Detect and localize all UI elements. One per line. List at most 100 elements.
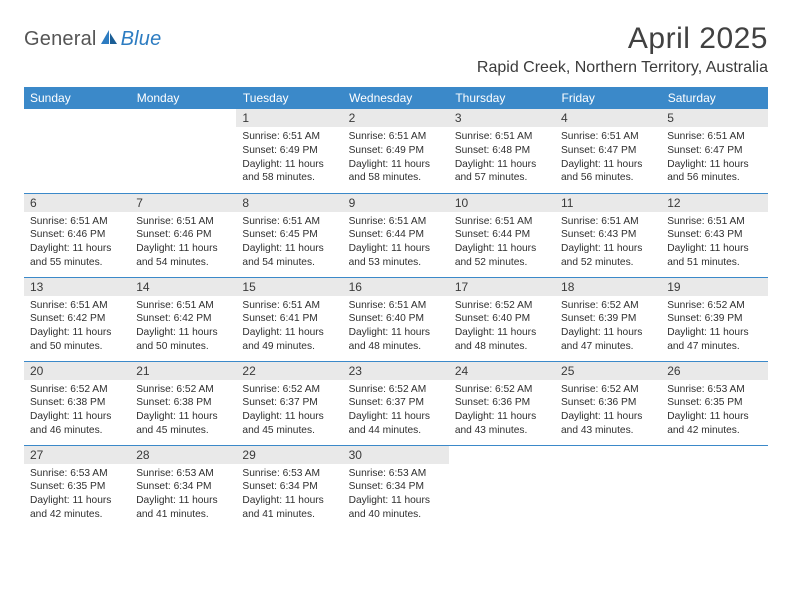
day-details: Sunrise: 6:53 AMSunset: 6:34 PMDaylight:…: [130, 464, 236, 526]
day-number: 22: [236, 362, 342, 380]
calendar-cell: 27Sunrise: 6:53 AMSunset: 6:35 PMDayligh…: [24, 445, 130, 529]
day-details: Sunrise: 6:51 AMSunset: 6:41 PMDaylight:…: [236, 296, 342, 358]
day-number: 21: [130, 362, 236, 380]
calendar-header-row: Sunday Monday Tuesday Wednesday Thursday…: [24, 87, 768, 109]
day-number: 11: [555, 194, 661, 212]
day-number: 10: [449, 194, 555, 212]
calendar-row: 6Sunrise: 6:51 AMSunset: 6:46 PMDaylight…: [24, 193, 768, 277]
day-number: 16: [343, 278, 449, 296]
header: General Blue April 2025 Rapid Creek, Nor…: [24, 22, 768, 77]
day-number: 2: [343, 109, 449, 127]
calendar-row: ..1Sunrise: 6:51 AMSunset: 6:49 PMDaylig…: [24, 109, 768, 193]
day-number: 1: [236, 109, 342, 127]
day-number: 13: [24, 278, 130, 296]
day-number: 17: [449, 278, 555, 296]
col-sunday: Sunday: [24, 87, 130, 109]
day-details: Sunrise: 6:51 AMSunset: 6:45 PMDaylight:…: [236, 212, 342, 274]
day-number: 5: [661, 109, 767, 127]
calendar-cell: 7Sunrise: 6:51 AMSunset: 6:46 PMDaylight…: [130, 193, 236, 277]
day-details: Sunrise: 6:52 AMSunset: 6:40 PMDaylight:…: [449, 296, 555, 358]
day-number: 8: [236, 194, 342, 212]
calendar-cell: 4Sunrise: 6:51 AMSunset: 6:47 PMDaylight…: [555, 109, 661, 193]
calendar-cell: 1Sunrise: 6:51 AMSunset: 6:49 PMDaylight…: [236, 109, 342, 193]
day-details: Sunrise: 6:52 AMSunset: 6:38 PMDaylight:…: [24, 380, 130, 442]
day-details: Sunrise: 6:52 AMSunset: 6:36 PMDaylight:…: [449, 380, 555, 442]
calendar-cell: 30Sunrise: 6:53 AMSunset: 6:34 PMDayligh…: [343, 445, 449, 529]
day-number: 27: [24, 446, 130, 464]
calendar-cell: 2Sunrise: 6:51 AMSunset: 6:49 PMDaylight…: [343, 109, 449, 193]
day-details: Sunrise: 6:53 AMSunset: 6:35 PMDaylight:…: [661, 380, 767, 442]
calendar-cell: 16Sunrise: 6:51 AMSunset: 6:40 PMDayligh…: [343, 277, 449, 361]
calendar-cell: 29Sunrise: 6:53 AMSunset: 6:34 PMDayligh…: [236, 445, 342, 529]
day-number: 24: [449, 362, 555, 380]
day-details: Sunrise: 6:51 AMSunset: 6:44 PMDaylight:…: [449, 212, 555, 274]
calendar-row: 20Sunrise: 6:52 AMSunset: 6:38 PMDayligh…: [24, 361, 768, 445]
calendar-cell: 24Sunrise: 6:52 AMSunset: 6:36 PMDayligh…: [449, 361, 555, 445]
day-details: Sunrise: 6:51 AMSunset: 6:47 PMDaylight:…: [661, 127, 767, 189]
day-details: Sunrise: 6:51 AMSunset: 6:49 PMDaylight:…: [236, 127, 342, 189]
day-details: Sunrise: 6:52 AMSunset: 6:37 PMDaylight:…: [236, 380, 342, 442]
day-details: Sunrise: 6:52 AMSunset: 6:36 PMDaylight:…: [555, 380, 661, 442]
calendar-cell: 5Sunrise: 6:51 AMSunset: 6:47 PMDaylight…: [661, 109, 767, 193]
calendar-row: 13Sunrise: 6:51 AMSunset: 6:42 PMDayligh…: [24, 277, 768, 361]
logo-sail-icon: [100, 29, 118, 50]
day-details: Sunrise: 6:52 AMSunset: 6:38 PMDaylight:…: [130, 380, 236, 442]
logo-text-blue: Blue: [121, 28, 162, 51]
calendar-cell: 6Sunrise: 6:51 AMSunset: 6:46 PMDaylight…: [24, 193, 130, 277]
day-details: Sunrise: 6:53 AMSunset: 6:35 PMDaylight:…: [24, 464, 130, 526]
calendar-cell: .: [555, 445, 661, 529]
calendar-cell: 28Sunrise: 6:53 AMSunset: 6:34 PMDayligh…: [130, 445, 236, 529]
day-details: Sunrise: 6:51 AMSunset: 6:48 PMDaylight:…: [449, 127, 555, 189]
day-number: 26: [661, 362, 767, 380]
calendar-cell: 22Sunrise: 6:52 AMSunset: 6:37 PMDayligh…: [236, 361, 342, 445]
calendar-cell: 8Sunrise: 6:51 AMSunset: 6:45 PMDaylight…: [236, 193, 342, 277]
calendar-cell: 25Sunrise: 6:52 AMSunset: 6:36 PMDayligh…: [555, 361, 661, 445]
calendar-cell: 3Sunrise: 6:51 AMSunset: 6:48 PMDaylight…: [449, 109, 555, 193]
day-details: Sunrise: 6:51 AMSunset: 6:42 PMDaylight:…: [24, 296, 130, 358]
calendar-cell: 10Sunrise: 6:51 AMSunset: 6:44 PMDayligh…: [449, 193, 555, 277]
day-number: 9: [343, 194, 449, 212]
calendar-cell: 21Sunrise: 6:52 AMSunset: 6:38 PMDayligh…: [130, 361, 236, 445]
day-number: 4: [555, 109, 661, 127]
day-details: Sunrise: 6:51 AMSunset: 6:40 PMDaylight:…: [343, 296, 449, 358]
calendar-cell: 26Sunrise: 6:53 AMSunset: 6:35 PMDayligh…: [661, 361, 767, 445]
day-number: 20: [24, 362, 130, 380]
col-saturday: Saturday: [661, 87, 767, 109]
col-thursday: Thursday: [449, 87, 555, 109]
day-details: Sunrise: 6:53 AMSunset: 6:34 PMDaylight:…: [236, 464, 342, 526]
day-number: 14: [130, 278, 236, 296]
day-number: 7: [130, 194, 236, 212]
calendar-cell: 23Sunrise: 6:52 AMSunset: 6:37 PMDayligh…: [343, 361, 449, 445]
calendar-cell: .: [449, 445, 555, 529]
day-number: 12: [661, 194, 767, 212]
day-number: 29: [236, 446, 342, 464]
calendar-cell: 15Sunrise: 6:51 AMSunset: 6:41 PMDayligh…: [236, 277, 342, 361]
day-details: Sunrise: 6:53 AMSunset: 6:34 PMDaylight:…: [343, 464, 449, 526]
col-wednesday: Wednesday: [343, 87, 449, 109]
calendar-cell: 19Sunrise: 6:52 AMSunset: 6:39 PMDayligh…: [661, 277, 767, 361]
day-number: 30: [343, 446, 449, 464]
day-details: Sunrise: 6:51 AMSunset: 6:49 PMDaylight:…: [343, 127, 449, 189]
title-block: April 2025 Rapid Creek, Northern Territo…: [477, 22, 768, 77]
day-number: 28: [130, 446, 236, 464]
day-details: Sunrise: 6:51 AMSunset: 6:47 PMDaylight:…: [555, 127, 661, 189]
calendar-cell: 11Sunrise: 6:51 AMSunset: 6:43 PMDayligh…: [555, 193, 661, 277]
day-details: Sunrise: 6:52 AMSunset: 6:37 PMDaylight:…: [343, 380, 449, 442]
calendar-cell: .: [24, 109, 130, 193]
day-details: Sunrise: 6:51 AMSunset: 6:43 PMDaylight:…: [555, 212, 661, 274]
month-title: April 2025: [477, 22, 768, 56]
calendar-table: Sunday Monday Tuesday Wednesday Thursday…: [24, 87, 768, 529]
day-number: 19: [661, 278, 767, 296]
day-details: Sunrise: 6:51 AMSunset: 6:46 PMDaylight:…: [24, 212, 130, 274]
day-details: Sunrise: 6:52 AMSunset: 6:39 PMDaylight:…: [555, 296, 661, 358]
col-monday: Monday: [130, 87, 236, 109]
day-number: 6: [24, 194, 130, 212]
calendar-cell: 9Sunrise: 6:51 AMSunset: 6:44 PMDaylight…: [343, 193, 449, 277]
logo-text-general: General: [24, 28, 97, 51]
logo: General Blue: [24, 22, 161, 51]
calendar-cell: .: [130, 109, 236, 193]
calendar-cell: 14Sunrise: 6:51 AMSunset: 6:42 PMDayligh…: [130, 277, 236, 361]
calendar-cell: 12Sunrise: 6:51 AMSunset: 6:43 PMDayligh…: [661, 193, 767, 277]
day-details: Sunrise: 6:51 AMSunset: 6:42 PMDaylight:…: [130, 296, 236, 358]
day-details: Sunrise: 6:51 AMSunset: 6:44 PMDaylight:…: [343, 212, 449, 274]
